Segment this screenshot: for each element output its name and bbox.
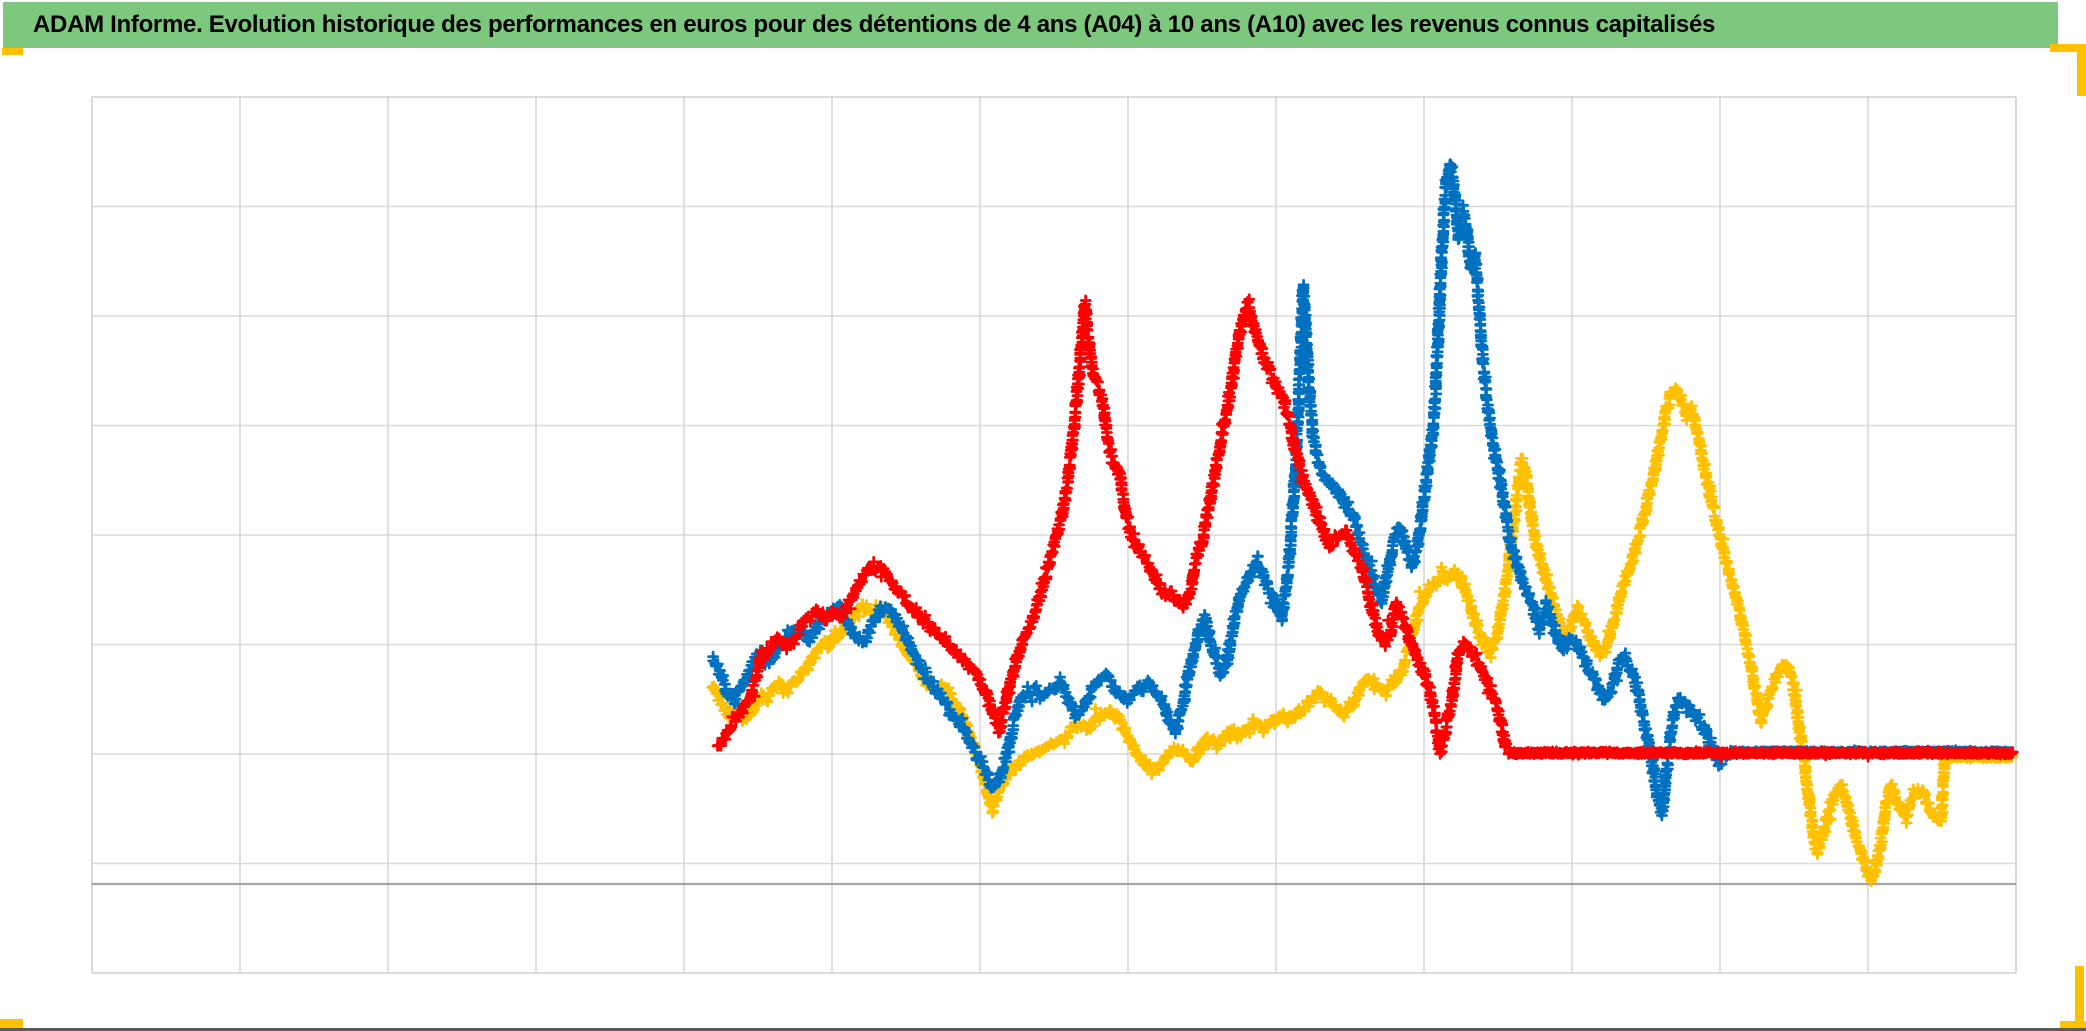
slide-corner-marker-top-left: [2, 48, 23, 55]
title-bar: ADAM Informe. Evolution historique des p…: [3, 2, 2058, 48]
slide-corner-marker-top-right-horizontal: [2050, 44, 2086, 52]
red-series: [711, 293, 2019, 764]
chart-gridlines: [91, 96, 2017, 974]
slide-corner-marker-bottom-right-horizontal: [2060, 1021, 2086, 1031]
window-bottom-edge: [0, 1028, 2086, 1031]
blue-series: [707, 158, 2019, 822]
slide-corner-marker-bottom-right-vertical: [2075, 966, 2084, 1030]
page-title: ADAM Informe. Evolution historique des p…: [33, 11, 1716, 38]
slide-corner-marker-bottom-left: [0, 1019, 23, 1029]
slide-corner-marker-top-right-vertical: [2077, 44, 2086, 96]
scatter-series: [706, 158, 2019, 887]
